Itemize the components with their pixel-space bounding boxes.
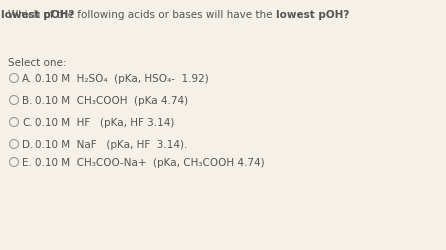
Text: Select one:: Select one:	[8, 58, 66, 68]
Text: D.: D.	[22, 140, 33, 150]
Text: 0.10 M  HF   (pKa, HF 3.14): 0.10 M HF (pKa, HF 3.14)	[35, 118, 174, 128]
Text: 0.10 M  CH₃COOH  (pKa 4.74): 0.10 M CH₃COOH (pKa 4.74)	[35, 96, 188, 106]
Text: B.: B.	[22, 96, 33, 106]
Text: Which of the following acids or bases will have the: Which of the following acids or bases wi…	[8, 10, 276, 20]
Text: 0.10 M  NaF   (pKa, HF  3.14).: 0.10 M NaF (pKa, HF 3.14).	[35, 140, 187, 150]
Text: A.: A.	[22, 74, 33, 84]
Text: 0.10 M  H₂SO₄  (pKa, HSO₄-  1.92): 0.10 M H₂SO₄ (pKa, HSO₄- 1.92)	[35, 74, 209, 84]
Text: C.: C.	[22, 118, 33, 128]
Text: E.: E.	[22, 158, 32, 168]
Text: lowest pOH?: lowest pOH?	[276, 10, 349, 20]
Text: 0.10 M  CH₃COO-Na+  (pKa, CH₃COOH 4.74): 0.10 M CH₃COO-Na+ (pKa, CH₃COOH 4.74)	[35, 158, 264, 168]
Text: lowest pOH?: lowest pOH?	[0, 10, 74, 20]
